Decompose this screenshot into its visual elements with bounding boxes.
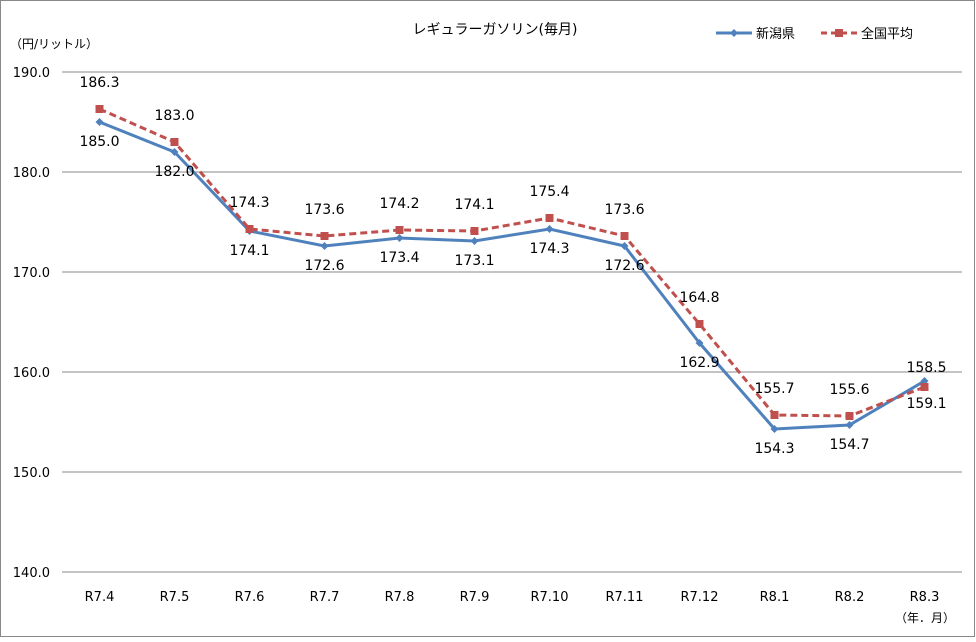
legend-label-national: 全国平均 [861, 26, 913, 42]
x-tick-label: R7.11 [606, 590, 644, 605]
data-label-niigata: 172.6 [604, 258, 644, 274]
data-label-niigata: 172.6 [304, 258, 344, 274]
data-label-national: 173.6 [304, 202, 344, 218]
y-tick-label: 180.0 [13, 166, 50, 181]
data-label-national: 174.1 [454, 197, 494, 213]
legend: 新潟県 全国平均 [716, 26, 913, 42]
data-point-national [320, 232, 329, 240]
data-label-niigata: 174.3 [529, 241, 569, 257]
data-point-niigata [170, 148, 179, 156]
data-label-national: 164.8 [679, 290, 719, 306]
data-point-niigata [545, 225, 554, 233]
data-label-niigata: 159.1 [906, 396, 946, 412]
data-point-niigata [470, 237, 479, 245]
y-tick-label: 140.0 [13, 566, 50, 581]
data-point-niigata [695, 339, 704, 347]
y-tick-label: 150.0 [13, 466, 50, 481]
x-tick-label: R7.5 [160, 590, 190, 605]
data-point-national [695, 320, 704, 328]
data-label-niigata: 174.1 [229, 243, 269, 259]
data-label-national: 173.6 [604, 202, 644, 218]
x-tick-label: R7.9 [460, 590, 490, 605]
data-label-national: 174.2 [379, 196, 419, 212]
x-tick-label: R7.4 [85, 590, 115, 605]
data-label-national: 175.4 [529, 184, 569, 200]
data-point-niigata [395, 234, 404, 242]
data-label-niigata: 154.7 [829, 437, 869, 453]
data-label-national: 183.0 [154, 108, 194, 124]
data-label-national: 158.5 [906, 360, 946, 376]
data-label-niigata: 162.9 [679, 355, 719, 371]
data-point-niigata [320, 242, 329, 250]
data-point-national [770, 411, 779, 419]
data-point-niigata [95, 118, 104, 126]
legend-marker-national [835, 29, 843, 37]
data-point-national [470, 227, 479, 235]
x-tick-label: R7.10 [531, 590, 569, 605]
data-label-niigata: 173.4 [379, 250, 419, 266]
data-point-national [920, 383, 929, 391]
x-tick-label: R8.1 [760, 590, 790, 605]
data-point-national [170, 138, 179, 146]
data-label-national: 155.6 [829, 382, 869, 398]
data-label-niigata: 185.0 [79, 134, 119, 150]
data-point-national [545, 214, 554, 222]
data-point-national [95, 105, 104, 113]
x-tick-label: R8.3 [910, 590, 940, 605]
x-axis-label: （年．月） [895, 611, 955, 625]
legend-marker-niigata [730, 29, 738, 37]
x-tick-label: R7.7 [310, 590, 340, 605]
chart-title: レギュラーガソリン(毎月) [413, 22, 578, 38]
data-point-niigata [770, 425, 779, 433]
data-label-niigata: 182.0 [154, 164, 194, 180]
series-line-national [98, 107, 926, 418]
x-tick-label: R7.12 [681, 590, 719, 605]
legend-label-niigata: 新潟県 [756, 26, 795, 42]
data-label-national: 155.7 [754, 381, 794, 397]
y-tick-label: 190.0 [13, 66, 50, 81]
data-point-national [395, 226, 404, 234]
data-label-niigata: 173.1 [454, 253, 494, 269]
data-label-national: 186.3 [79, 75, 119, 91]
x-tick-label: R7.8 [385, 590, 415, 605]
y-axis-label: （円/リットル） [10, 37, 98, 51]
data-point-national [620, 232, 629, 240]
data-point-national [245, 225, 254, 233]
y-tick-label: 170.0 [13, 266, 50, 281]
data-point-niigata [620, 242, 629, 250]
data-point-national [845, 412, 854, 420]
series-line-niigata [98, 120, 926, 431]
data-label-national: 174.3 [229, 195, 269, 211]
y-tick-label: 160.0 [13, 366, 50, 381]
x-tick-label: R8.2 [835, 590, 865, 605]
data-point-niigata [845, 421, 854, 429]
data-label-niigata: 154.3 [754, 441, 794, 457]
x-tick-label: R7.6 [235, 590, 265, 605]
